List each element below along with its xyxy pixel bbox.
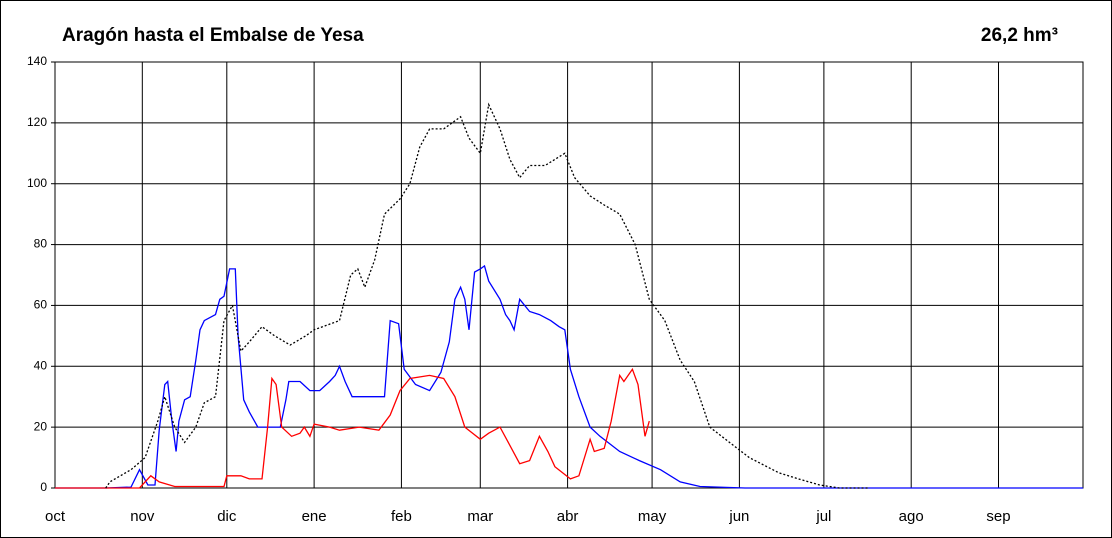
series-line (55, 367, 650, 489)
y-tick-label: 60 (34, 298, 48, 312)
y-tick-label: 140 (27, 54, 47, 68)
x-tick-label: jun (728, 508, 749, 525)
x-tick-label: dic (217, 508, 237, 525)
y-tick-label: 0 (40, 480, 47, 494)
plot-area (54, 61, 1084, 489)
x-tick-label: abr (557, 508, 579, 525)
x-tick-label: jul (815, 508, 831, 525)
x-tick-label: ago (899, 508, 924, 525)
y-tick-label: 100 (27, 176, 47, 190)
x-tick-label: sep (986, 508, 1010, 525)
y-tick-label: 20 (34, 419, 48, 433)
y-tick-label: 120 (27, 115, 47, 129)
series-line (55, 264, 1083, 489)
x-tick-label: mar (467, 508, 493, 525)
y-tick-label: 80 (34, 237, 48, 251)
chart-subtitle: 26,2 hm³ (981, 25, 1058, 46)
x-tick-label: oct (45, 508, 66, 525)
x-tick-label: feb (391, 508, 412, 525)
y-tick-label: 40 (34, 358, 48, 372)
series-line (105, 102, 869, 489)
x-tick-label: ene (302, 508, 327, 525)
x-tick-label: nov (130, 508, 155, 525)
chart-title: Aragón hasta el Embalse de Yesa (62, 25, 364, 46)
x-tick-label: may (638, 508, 667, 525)
